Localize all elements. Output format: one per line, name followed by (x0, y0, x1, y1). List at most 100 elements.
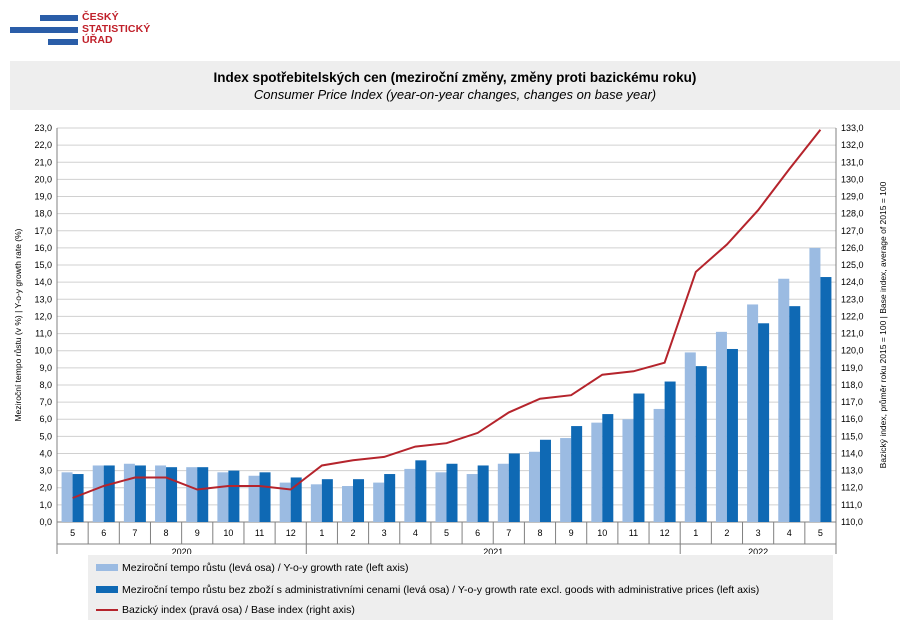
y-tick-label-right: 121,0 (841, 329, 864, 339)
x-tick-label: 9 (195, 528, 200, 538)
bar-growth-rate (310, 484, 322, 522)
bar-growth-rate-excl (633, 393, 645, 522)
y-tick-label-left: 8,0 (39, 380, 52, 390)
bar-growth-rate-excl (789, 306, 801, 522)
y-tick-label-right: 123,0 (841, 294, 864, 304)
bar-growth-rate (560, 438, 572, 522)
x-tick-label: 12 (660, 528, 670, 538)
bar-growth-rate (622, 419, 634, 522)
bar-growth-rate (92, 465, 104, 522)
y-tick-label-right: 125,0 (841, 260, 864, 270)
x-tick-label: 11 (629, 528, 638, 538)
y-tick-label-left: 10,0 (34, 346, 52, 356)
y-tick-label-left: 23,0 (34, 123, 52, 133)
year-label: 2021 (483, 547, 503, 554)
y-tick-label-right: 113,0 (841, 466, 863, 476)
y-tick-label-right: 111,0 (841, 500, 862, 510)
y-tick-label-right: 118,0 (841, 380, 863, 390)
bar-growth-rate-excl (72, 474, 84, 522)
bar-growth-rate (435, 472, 447, 522)
logo-line-1: ČESKÝ (82, 11, 119, 23)
y-axis-title-left: Meziroční tempo růstu (v %) | Y-o-y grow… (13, 228, 23, 421)
y-tick-label-left: 1,0 (39, 500, 52, 510)
bar-growth-rate-excl (571, 426, 583, 522)
y-tick-label-left: 5,0 (39, 431, 52, 441)
legend-swatch-base-index (96, 609, 118, 611)
legend-swatch-growth-rate-excl (96, 586, 118, 593)
y-tick-label-left: 21,0 (34, 157, 52, 167)
bar-growth-rate-excl (415, 460, 427, 522)
logo-line-2: STATISTICKÝ (82, 22, 151, 35)
bar-growth-rate-excl (228, 470, 240, 522)
y-tick-label-left: 20,0 (34, 174, 52, 184)
bar-growth-rate-excl (103, 465, 115, 522)
y-tick-label-left: 17,0 (34, 226, 52, 236)
y-tick-label-right: 115,0 (841, 431, 863, 441)
bar-growth-rate (528, 451, 540, 522)
line-base-index (72, 129, 822, 499)
bar-growth-rate (809, 247, 821, 523)
x-tick-label: 7 (506, 528, 511, 538)
y-tick-label-left: 12,0 (34, 311, 52, 321)
x-tick-label: 2 (724, 528, 729, 538)
year-label: 2022 (748, 547, 768, 554)
chart-title: Index spotřebitelských cen (meziroční zm… (213, 70, 697, 85)
x-tick-label: 1 (693, 528, 698, 538)
y-tick-label-right: 119,0 (841, 363, 863, 373)
bar-growth-rate (279, 482, 291, 522)
x-tick-label: 10 (597, 528, 607, 538)
bar-growth-rate (653, 408, 665, 522)
bar-growth-rate-excl (758, 323, 770, 522)
bar-growth-rate (123, 463, 135, 522)
logo-line-3: ÚŘAD (82, 34, 113, 46)
legend-label-base-index: Bazický index (pravá osa) / Base index (… (122, 604, 355, 616)
y-tick-label-right: 117,0 (841, 397, 863, 407)
y-tick-label-left: 16,0 (34, 243, 52, 253)
x-tick-label: 5 (818, 528, 823, 538)
bar-growth-rate (248, 475, 260, 522)
bar-growth-rate-excl (384, 474, 396, 522)
logo-text: ČESKÝ STATISTICKÝ ÚŘAD (82, 11, 151, 47)
y-tick-label-left: 0,0 (39, 517, 52, 527)
x-tick-label: 3 (382, 528, 387, 538)
legend-label-growth-rate-excl: Meziroční tempo růstu bez zboží s admini… (122, 584, 760, 596)
y-tick-label-left: 15,0 (34, 260, 52, 270)
x-tick-label: 3 (756, 528, 761, 538)
y-tick-label-right: 133,0 (841, 123, 864, 133)
x-tick-label: 1 (319, 528, 324, 538)
bar-growth-rate (404, 468, 416, 522)
y-tick-label-right: 128,0 (841, 209, 864, 219)
bar-growth-rate-excl (477, 465, 489, 522)
legend-label-growth-rate: Meziroční tempo růstu (levá osa) / Y-o-y… (122, 562, 409, 574)
bar-growth-rate-excl (259, 472, 271, 522)
y-tick-label-right: 129,0 (841, 192, 864, 202)
bar-growth-rate (715, 331, 727, 522)
bar-growth-rate (373, 482, 385, 522)
bar-growth-rate-excl (664, 381, 676, 522)
y-tick-label-left: 6,0 (39, 414, 52, 424)
chart-title-panel: Index spotřebitelských cen (meziroční zm… (10, 61, 900, 110)
bar-growth-rate-excl (446, 463, 458, 522)
bar-growth-rate (217, 472, 229, 522)
y-tick-label-right: 122,0 (841, 311, 864, 321)
x-tick-label: 11 (255, 528, 264, 538)
bar-growth-rate-excl (134, 465, 146, 522)
bar-growth-rate-excl (166, 467, 178, 522)
x-tick-label: 12 (286, 528, 296, 538)
x-tick-label: 5 (444, 528, 449, 538)
x-tick-label: 10 (223, 528, 233, 538)
y-tick-label-left: 3,0 (39, 466, 52, 476)
y-tick-label-left: 13,0 (34, 294, 52, 304)
y-tick-label-right: 130,0 (841, 174, 864, 184)
x-tick-label: 9 (569, 528, 574, 538)
bar-growth-rate (155, 465, 167, 522)
y-tick-label-right: 131,0 (841, 157, 864, 167)
legend-swatch-growth-rate (96, 564, 118, 571)
x-tick-label: 7 (132, 528, 137, 538)
y-axis-title-right: Bazický index, průměr roku 2015 = 100 | … (878, 181, 888, 468)
bar-growth-rate-excl (539, 439, 551, 522)
bar-growth-rate (684, 352, 696, 522)
bar-growth-rate-excl (197, 467, 209, 522)
year-label: 2020 (172, 547, 192, 554)
bar-growth-rate-excl (695, 366, 707, 522)
